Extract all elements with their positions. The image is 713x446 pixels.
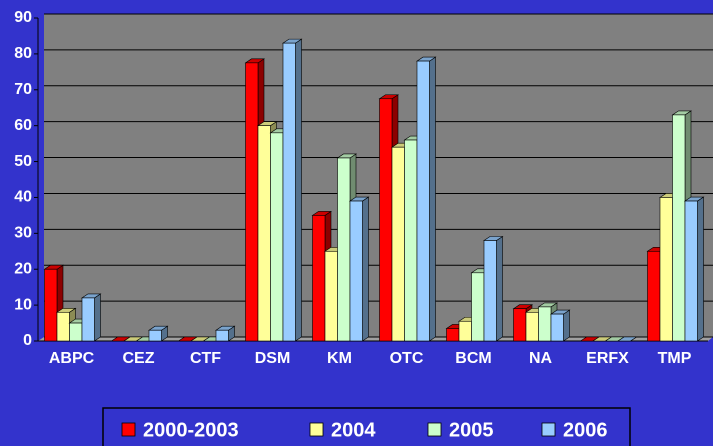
bar [81, 297, 95, 342]
y-tick-label: 90 [14, 9, 32, 26]
bar-side [94, 293, 101, 342]
bar [312, 215, 326, 342]
y-tick-label: 80 [14, 45, 32, 62]
bar [379, 98, 393, 342]
bar [550, 313, 564, 342]
bar [56, 311, 70, 342]
legend-swatch [427, 422, 442, 437]
bar-top [617, 336, 638, 342]
bar [471, 272, 485, 342]
bar-side [697, 196, 704, 342]
bar [349, 200, 363, 342]
bar [282, 42, 296, 342]
y-tick-label: 10 [14, 296, 32, 313]
legend-label: 2006 [563, 419, 608, 441]
bar [44, 268, 58, 342]
bar [69, 322, 83, 342]
x-tick-label: ABPC [49, 350, 95, 367]
bar [270, 132, 284, 342]
x-tick-label: TMP [658, 350, 692, 367]
bar [483, 240, 497, 342]
x-tick-label: NA [529, 350, 553, 367]
bar [659, 197, 673, 342]
plot-wall [44, 14, 713, 337]
y-tick-label: 60 [14, 117, 32, 134]
x-tick-label: OTC [390, 350, 424, 367]
x-tick-label: KM [327, 350, 352, 367]
bar-side [496, 235, 503, 342]
x-tick-label: CEZ [123, 350, 155, 367]
bar [538, 306, 552, 342]
bar-side [362, 196, 369, 342]
y-tick-label: 0 [23, 332, 32, 349]
bar [684, 200, 698, 342]
bar [672, 114, 686, 342]
y-tick-label: 70 [14, 81, 32, 98]
bar [416, 60, 430, 342]
bar [513, 308, 527, 342]
y-tick-label: 40 [14, 189, 32, 206]
bar-side [429, 56, 436, 342]
bar [404, 139, 418, 342]
legend-label: 2004 [331, 419, 376, 441]
legend-swatch [541, 422, 556, 437]
legend-label: 2005 [449, 419, 494, 441]
bar [324, 250, 338, 342]
bar [337, 157, 351, 342]
legend-swatch [121, 422, 136, 437]
bar [391, 146, 405, 342]
bar [458, 320, 472, 342]
legend-swatch [309, 422, 324, 437]
bar [245, 62, 259, 342]
x-tick-label: CTF [190, 350, 221, 367]
bar [525, 311, 539, 342]
x-tick-label: ERFX [586, 350, 629, 367]
bar-side [295, 38, 302, 342]
y-tick-label: 20 [14, 260, 32, 277]
bar [446, 328, 460, 342]
y-tick-label: 50 [14, 153, 32, 170]
legend-label: 2000-2003 [143, 419, 239, 441]
y-tick-label: 30 [14, 225, 32, 242]
x-tick-label: DSM [255, 350, 291, 367]
bar [215, 329, 229, 342]
bar [647, 250, 661, 342]
bar [257, 125, 271, 342]
x-tick-label: BCM [455, 350, 491, 367]
bar [148, 329, 162, 342]
bar-side [563, 309, 570, 342]
